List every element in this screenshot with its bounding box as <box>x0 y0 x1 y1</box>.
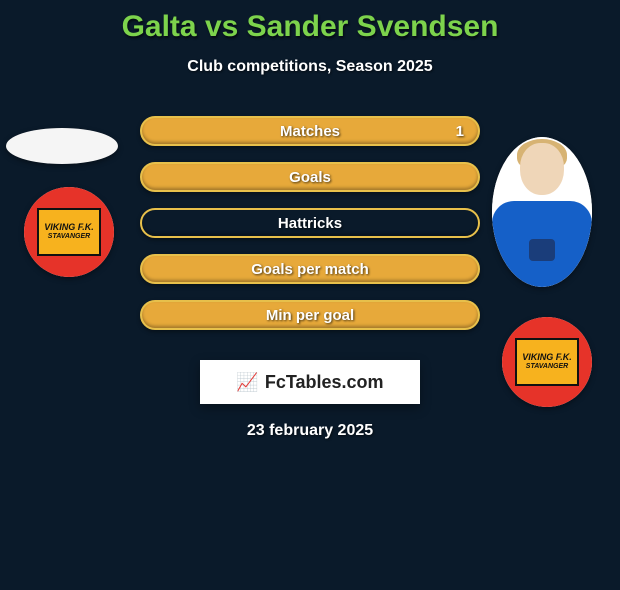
viking-badge-inner: VIKING F.K. STAVANGER <box>37 208 102 257</box>
page-subtitle: Club competitions, Season 2025 <box>0 58 620 76</box>
badge-line1: VIKING F.K. <box>522 353 572 362</box>
club-badge-left: VIKING F.K. STAVANGER <box>24 187 114 277</box>
viking-badge: VIKING F.K. STAVANGER <box>24 187 114 277</box>
stat-row-hattricks: Hattricks <box>140 208 480 238</box>
stat-value-right: 1 <box>456 123 464 140</box>
player-silhouette <box>492 137 592 287</box>
badge-line2: STAVANGER <box>526 362 568 371</box>
player-head <box>520 143 564 195</box>
stat-label: Goals <box>289 169 331 186</box>
chart-icon: 📈 <box>236 372 258 393</box>
source-logo: 📈 FcTables.com <box>200 360 420 404</box>
footer-date: 23 february 2025 <box>0 422 620 440</box>
viking-badge-inner: VIKING F.K. STAVANGER <box>515 338 580 387</box>
stat-row-matches: Matches 1 <box>140 116 480 146</box>
player-right-avatar <box>492 137 592 287</box>
logo-text: FcTables.com <box>265 372 384 393</box>
stats-container: Matches 1 Goals Hattricks Goals per matc… <box>140 116 480 330</box>
stat-row-goals: Goals <box>140 162 480 192</box>
stat-label: Min per goal <box>266 307 354 324</box>
stat-label: Hattricks <box>278 215 342 232</box>
jersey-crest <box>529 239 555 261</box>
badge-line1: VIKING F.K. <box>44 223 94 232</box>
stat-label: Matches <box>280 123 340 140</box>
player-left-avatar-placeholder <box>6 128 118 164</box>
badge-line2: STAVANGER <box>48 232 90 241</box>
stat-row-min-per-goal: Min per goal <box>140 300 480 330</box>
club-badge-right: VIKING F.K. STAVANGER <box>502 317 592 407</box>
stat-label: Goals per match <box>251 261 369 278</box>
viking-badge: VIKING F.K. STAVANGER <box>502 317 592 407</box>
page-title: Galta vs Sander Svendsen <box>0 10 620 44</box>
stat-row-goals-per-match: Goals per match <box>140 254 480 284</box>
